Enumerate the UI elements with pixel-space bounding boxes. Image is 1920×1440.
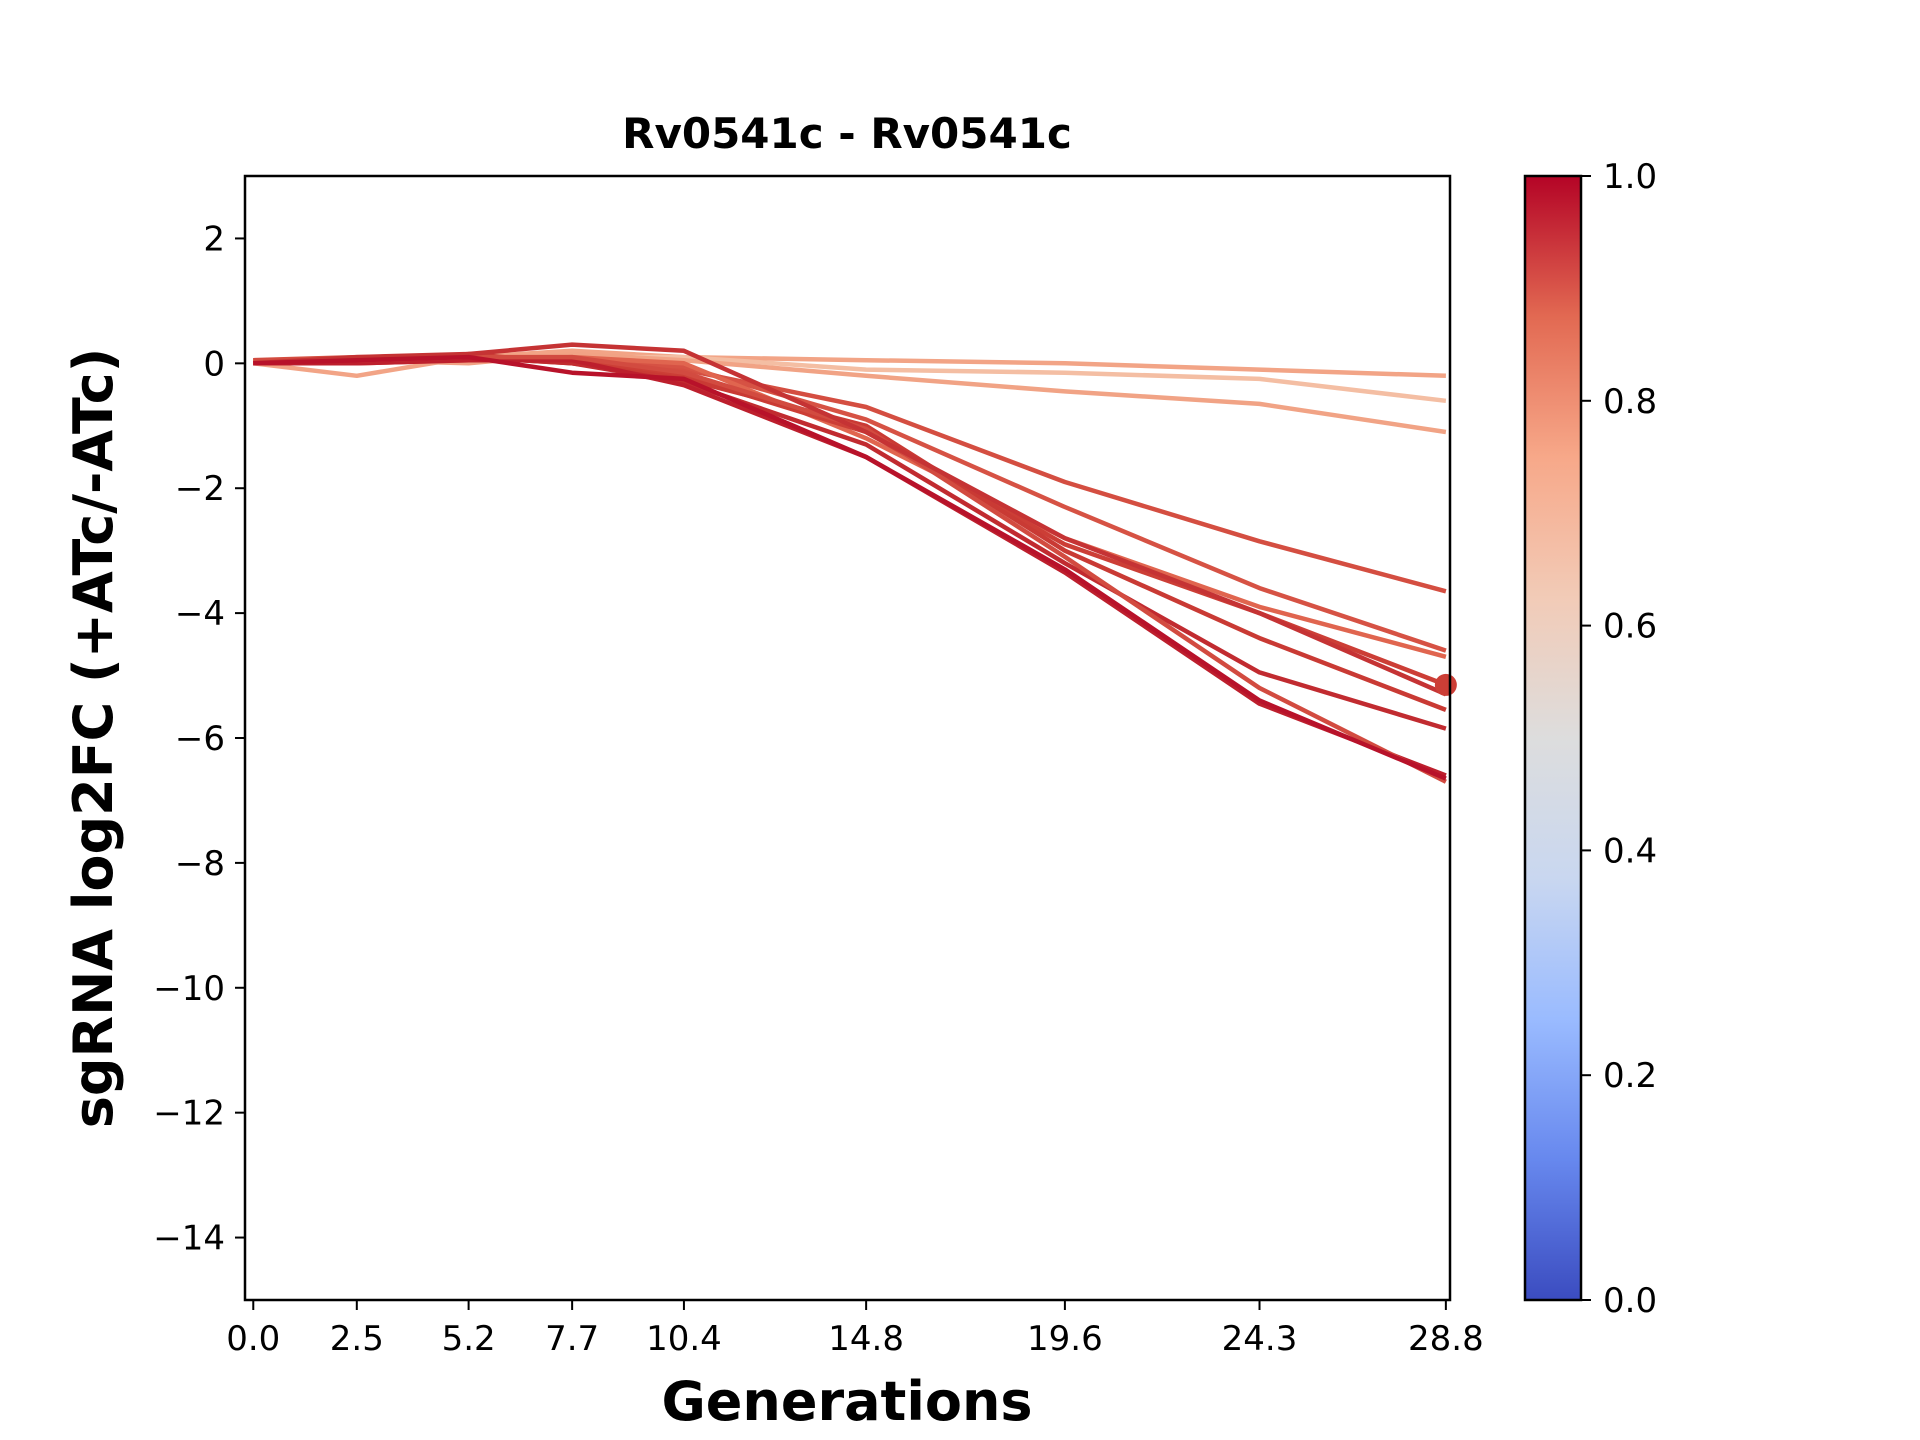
colorbar-gradient — [1525, 176, 1581, 1300]
chart-title: Rv0541c - Rv0541c — [622, 109, 1072, 158]
y-tick-label: −10 — [153, 969, 225, 1009]
colorbar-tick-label: 1.0 — [1603, 157, 1657, 197]
colorbar-ticks: 0.0 0.2 0.4 0.6 0.8 1.0 — [1581, 157, 1657, 1321]
y-tick-label: 0 — [203, 344, 225, 384]
y-tick-label: −14 — [153, 1219, 225, 1259]
plot-area — [243, 174, 1457, 1302]
x-tick-label: 5.2 — [442, 1319, 496, 1359]
x-tick-label: 7.7 — [545, 1319, 599, 1359]
y-tick-label: −2 — [175, 469, 225, 509]
x-tick-label: 24.3 — [1222, 1319, 1298, 1359]
x-tick-label: 10.4 — [646, 1319, 722, 1359]
x-tick-label: 14.8 — [828, 1319, 904, 1359]
colorbar-tick-label: 0.2 — [1603, 1056, 1657, 1096]
y-tick-label: −6 — [175, 719, 225, 759]
highlight-point-group — [1434, 673, 1457, 696]
colorbar: 0.0 0.2 0.4 0.6 0.8 1.0 — [1523, 157, 1657, 1321]
x-axis-label: Generations — [661, 1370, 1032, 1433]
series-line-10 — [253, 357, 1447, 778]
x-tick-label: 19.6 — [1027, 1319, 1103, 1359]
x-tick-label: 2.5 — [330, 1319, 384, 1359]
series-group — [253, 342, 1447, 784]
colorbar-tick-label: 0.4 — [1603, 831, 1657, 871]
colorbar-tick-label: 0.8 — [1603, 382, 1657, 422]
y-tick-label: −8 — [175, 844, 225, 884]
series-line-13 — [253, 354, 1447, 781]
x-tick-label: 0.0 — [226, 1319, 280, 1359]
colorbar-tick-label: 0.0 — [1603, 1281, 1657, 1321]
y-tick-label: 2 — [203, 219, 225, 259]
highlight-point — [1434, 673, 1457, 696]
x-tick-label: 28.8 — [1408, 1319, 1484, 1359]
colorbar-frame — [1523, 174, 1583, 1302]
y-tick-label: −12 — [153, 1094, 225, 1134]
y-tick-label: −4 — [175, 594, 225, 634]
colorbar-tick-label: 0.6 — [1603, 607, 1657, 647]
y-axis: 2 0 −2 −4 −6 −8 −10 −12 −14 — [153, 219, 245, 1259]
x-axis: 0.0 2.5 5.2 7.7 10.4 14.8 19.6 24.3 28.8 — [226, 1300, 1484, 1359]
series-line-12 — [253, 342, 1447, 697]
y-axis-label: sgRNA log2FC (+ATc/-ATc) — [62, 348, 125, 1129]
